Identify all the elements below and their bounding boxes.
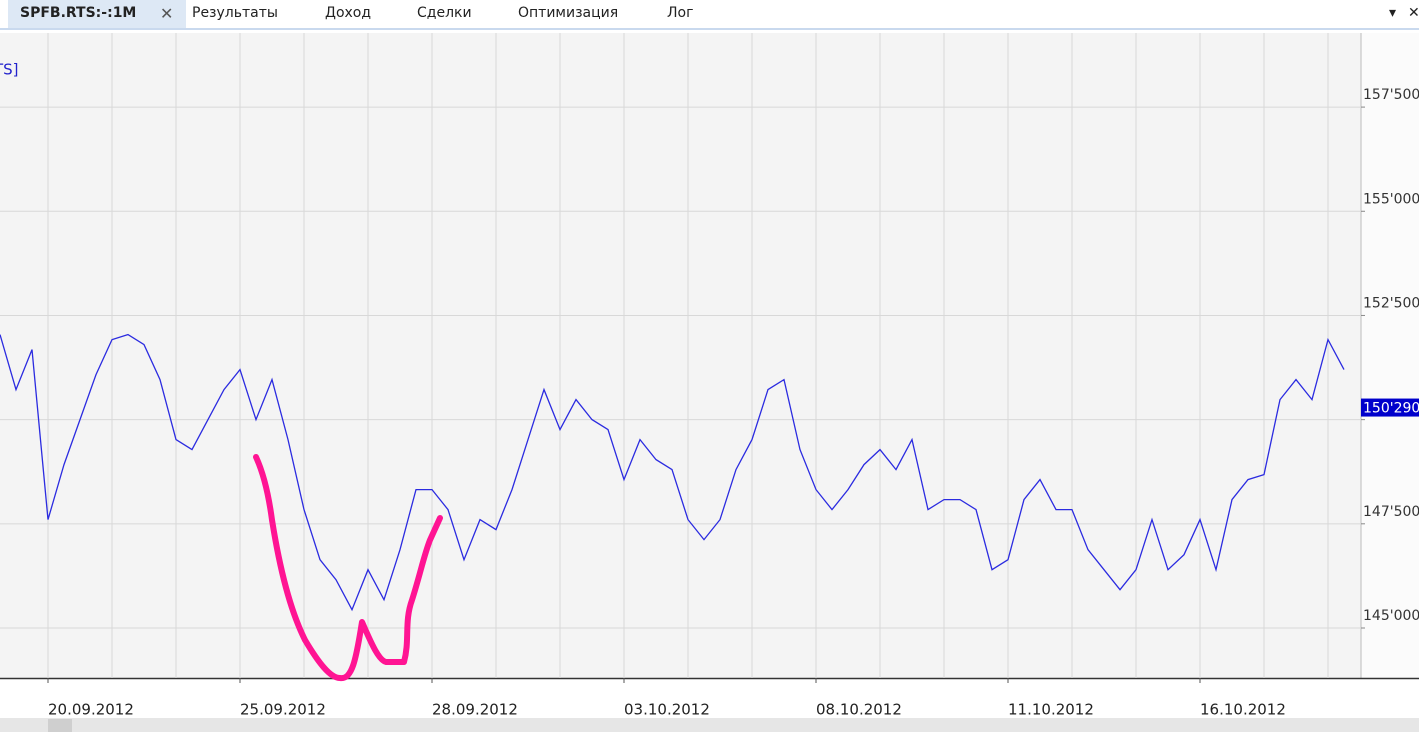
- x-tick-label: 20.09.2012: [48, 701, 134, 719]
- close-icon[interactable]: ✕: [1408, 5, 1419, 21]
- tab[interactable]: Лог: [667, 5, 694, 21]
- series-label: TS]: [0, 61, 19, 79]
- plot-area: [0, 33, 1361, 678]
- x-tick-label: 28.09.2012: [432, 701, 518, 719]
- hand-annotation: [253, 454, 443, 682]
- y-tick-label: 152'500: [1363, 295, 1419, 311]
- x-tick-label: 03.10.2012: [624, 701, 710, 719]
- x-tick-label: 25.09.2012: [240, 701, 326, 719]
- x-tick-label: 11.10.2012: [1008, 701, 1094, 719]
- y-tick-label: 155'000: [1363, 191, 1419, 207]
- tab[interactable]: SPFB.RTS:-:1M: [20, 5, 137, 21]
- price-axis: [1361, 33, 1419, 678]
- y-tick-label: 147'500: [1363, 504, 1419, 520]
- y-tick-label: 157'500: [1363, 87, 1419, 103]
- x-tick-label: 16.10.2012: [1200, 701, 1286, 719]
- menu-icon[interactable]: ▾: [1389, 5, 1397, 21]
- active-tab[interactable]: [8, 0, 186, 28]
- scrollbar[interactable]: [0, 718, 1419, 732]
- scroll-thumb[interactable]: [48, 719, 72, 732]
- price-line: [0, 333, 1345, 612]
- tab[interactable]: Оптимизация: [518, 5, 619, 21]
- close-icon[interactable]: ✕: [160, 4, 174, 23]
- tab[interactable]: Сделки: [417, 5, 472, 21]
- last-price-box: [1361, 398, 1419, 417]
- chart: TS] 145'000147'500150'000152'500155'0001…: [0, 33, 1419, 732]
- tab[interactable]: Доход: [325, 5, 372, 21]
- y-tick-label: 145'000: [1363, 608, 1419, 624]
- tab-bar: SPFB.RTS:-:1M ✕ Результаты Доход Сделки …: [0, 0, 1419, 30]
- last-price-label: 150'290: [1363, 401, 1419, 417]
- tab[interactable]: Результаты: [192, 5, 278, 21]
- x-tick-label: 08.10.2012: [816, 701, 902, 719]
